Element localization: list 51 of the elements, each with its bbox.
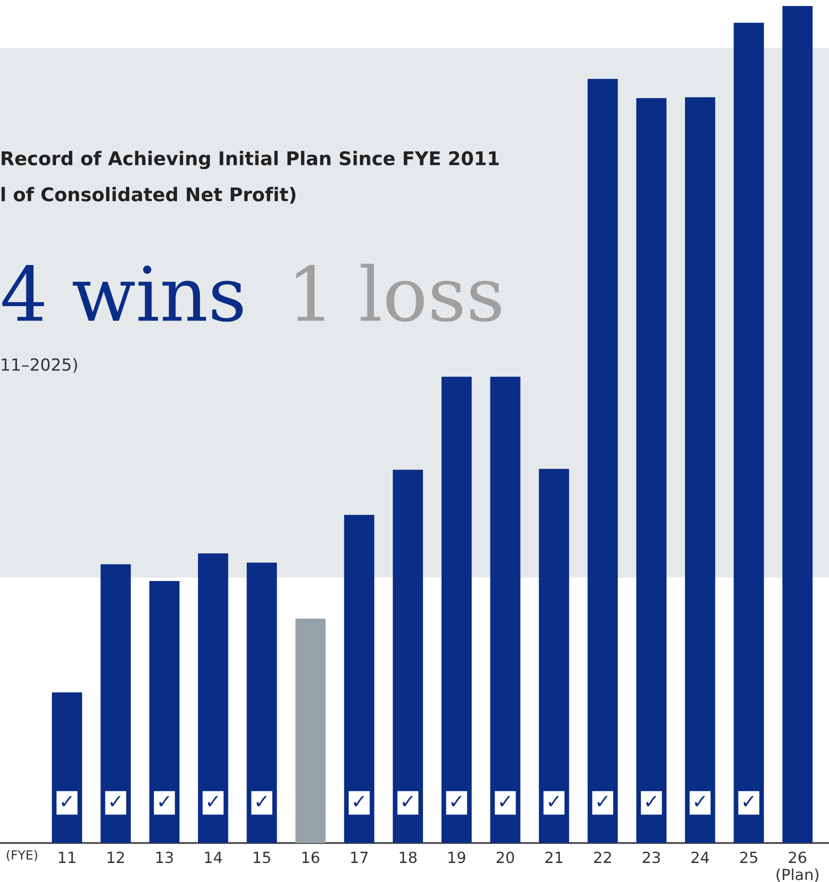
bar	[149, 581, 180, 843]
annotation: 1 loss	[296, 264, 501, 322]
x-tick-label: 16	[302, 852, 320, 864]
x-tick-label: 20	[496, 852, 514, 864]
x-tick-label: 23	[642, 852, 660, 864]
x-tick-label: 17	[351, 852, 368, 863]
annotation: ✓	[159, 796, 170, 806]
x-tick-label: 22	[594, 852, 611, 863]
bar	[100, 564, 131, 843]
bar	[198, 553, 228, 843]
annotation: ✓	[256, 796, 267, 806]
annotation: ✓	[62, 796, 72, 806]
x-tick-label: 25	[740, 852, 758, 864]
bar	[392, 470, 423, 843]
annotation: ✓	[451, 796, 462, 806]
annotation: 11–2025)	[2, 358, 78, 373]
bar	[734, 22, 764, 843]
bar	[588, 78, 618, 843]
bar	[246, 562, 277, 843]
x-axis-title: (FYE)	[6, 850, 38, 862]
annotation: ✓	[402, 796, 413, 806]
bar	[344, 514, 374, 843]
x-tick-label: 19	[448, 852, 466, 864]
bar	[782, 6, 813, 843]
annotation: ✓	[548, 796, 559, 806]
x-tick-label: 18	[400, 852, 417, 864]
x-tick-label: 15	[254, 852, 270, 864]
text: l of Consolidated Net Profit)	[2, 186, 296, 204]
x-tick-label: 21	[545, 852, 562, 863]
bar	[685, 97, 716, 843]
x-tick-label: 12	[108, 852, 124, 863]
text: Record of Achieving Initial Plan Since FYE 2011	[2, 150, 499, 170]
bar	[490, 376, 520, 843]
annotation: ✓	[110, 796, 121, 806]
annotation: ✓	[646, 796, 656, 806]
bar	[295, 618, 326, 843]
annotation: 4 wins	[2, 265, 243, 322]
x-tick-label: 14	[205, 852, 222, 863]
bar	[442, 376, 472, 843]
bar	[636, 98, 666, 843]
annotation: ✓	[208, 796, 218, 806]
x-tick-label: 24	[692, 852, 709, 863]
annotation: ✓	[597, 796, 608, 806]
x-tick-label: 13	[156, 852, 173, 864]
annotation: ✓	[744, 796, 754, 806]
annotation: ✓	[354, 796, 364, 806]
annotation: ✓	[500, 796, 510, 806]
x-tick-label: 26 (Plan)	[776, 852, 818, 882]
bar	[538, 468, 570, 843]
annotation: ✓	[694, 796, 705, 806]
x-tick-label: 11	[58, 852, 76, 863]
